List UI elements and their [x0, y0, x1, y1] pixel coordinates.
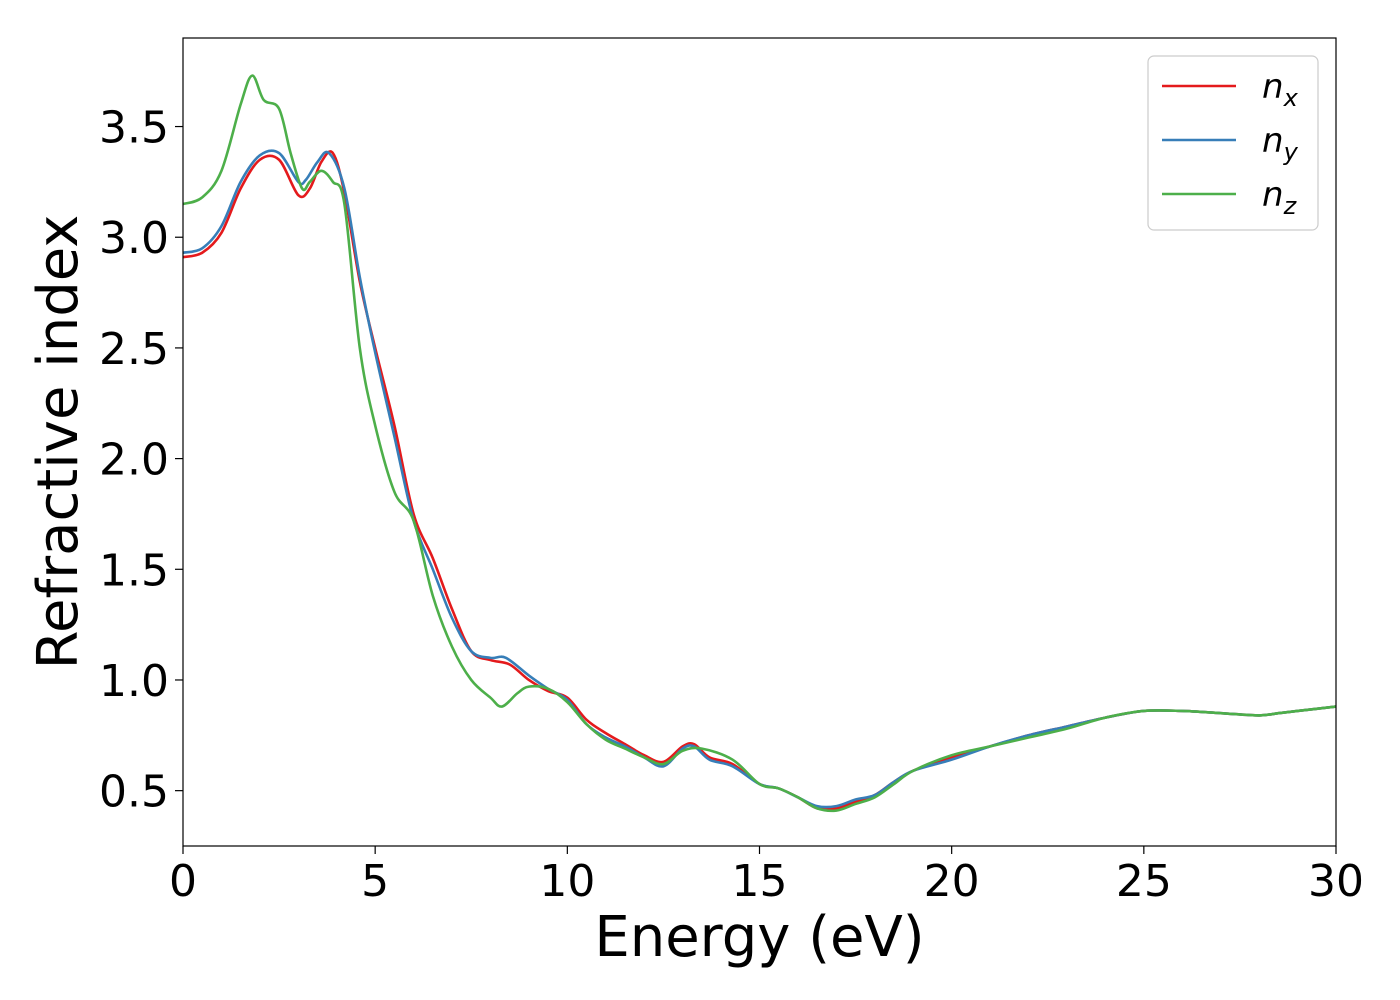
y-tick-label: 2.5	[99, 324, 169, 375]
y-tick-label: 0.5	[99, 767, 169, 818]
y-tick-label: 2.0	[99, 435, 169, 486]
x-axis-label: Energy (eV)	[594, 905, 924, 970]
legend-entry-ny: ny	[1262, 121, 1299, 166]
y-tick-label: 3.0	[99, 213, 169, 264]
y-tick-label: 1.0	[99, 656, 169, 707]
legend-entry-nz: nz	[1262, 175, 1298, 220]
x-tick-label: 20	[924, 856, 980, 907]
series-line-nz	[183, 74, 1336, 813]
x-tick-label: 25	[1116, 856, 1172, 907]
series-layer	[183, 74, 1336, 813]
x-tick-label: 10	[539, 856, 595, 907]
x-tick-label: 15	[732, 856, 788, 907]
x-tick-label: 5	[361, 856, 389, 907]
legend-box	[1147, 55, 1319, 231]
y-tick-label: 1.5	[99, 545, 169, 596]
legend-entry-nx: nx	[1262, 67, 1299, 112]
y-tick-label: 3.5	[99, 103, 169, 154]
x-tick-label: 0	[169, 856, 197, 907]
x-axis-ticks: 0 5 10 15 20 25 30	[169, 846, 1364, 907]
x-tick-label: 30	[1308, 856, 1364, 907]
series-line-ny	[183, 149, 1336, 809]
y-axis-ticks: 0.5 1.0 1.5 2.0 2.5 3.0 3.5	[99, 103, 183, 818]
legend: nx ny nz	[1147, 55, 1319, 231]
y-axis-label: Refractive index	[26, 215, 91, 670]
